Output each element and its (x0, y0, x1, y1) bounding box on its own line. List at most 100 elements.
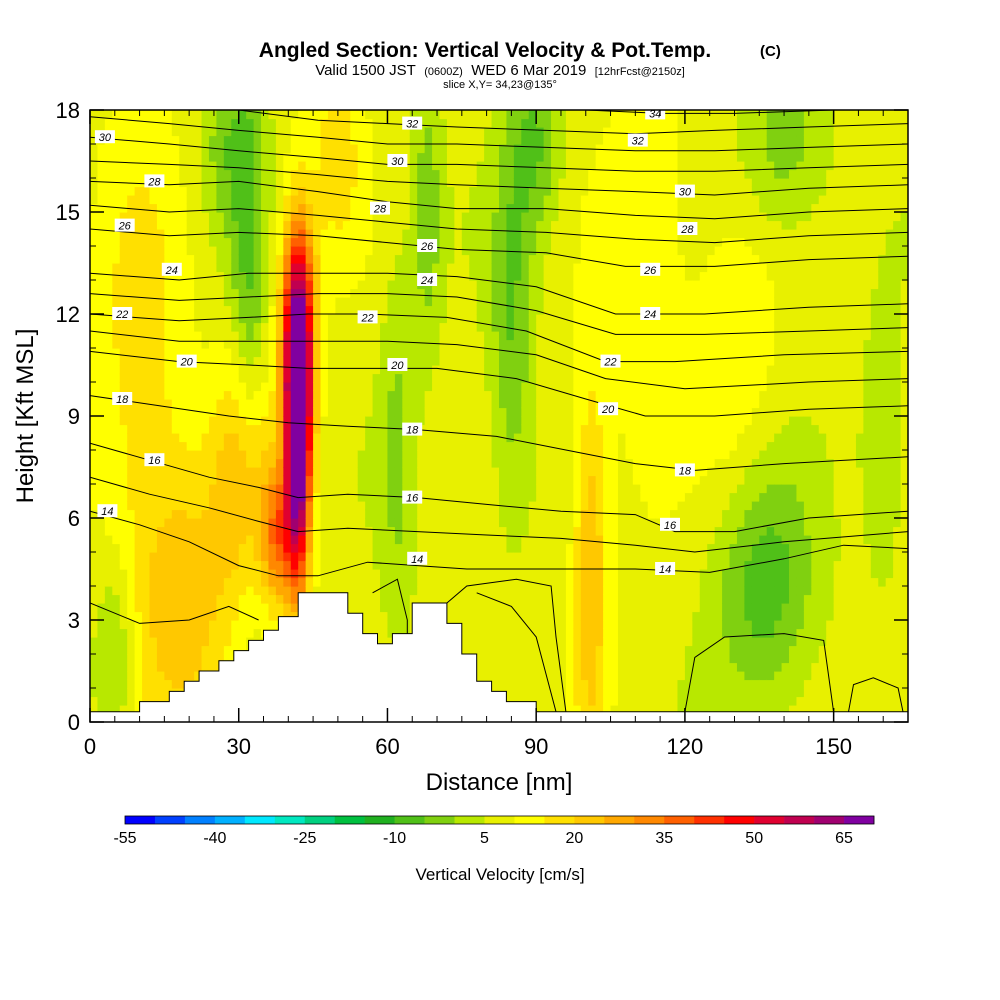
velocity-cell (104, 407, 113, 417)
velocity-cell (261, 365, 270, 375)
velocity-cell (186, 118, 195, 128)
velocity-cell (424, 552, 433, 562)
velocity-cell (327, 348, 336, 358)
velocity-cell (320, 399, 329, 409)
velocity-cell (268, 441, 277, 451)
velocity-cell (342, 203, 351, 213)
velocity-cell (424, 433, 433, 443)
velocity-cell (164, 424, 173, 434)
velocity-cell (573, 577, 582, 587)
velocity-cell (223, 628, 232, 638)
velocity-cell (134, 195, 143, 205)
velocity-cell (513, 569, 522, 579)
velocity-cell (461, 144, 470, 154)
velocity-cell (90, 331, 99, 341)
velocity-cell (595, 492, 604, 502)
velocity-cell (506, 152, 515, 162)
velocity-cell (380, 178, 389, 188)
velocity-cell (238, 280, 247, 290)
velocity-cell (298, 229, 307, 239)
velocity-cell (461, 271, 470, 281)
velocity-cell (350, 220, 359, 230)
velocity-cell (238, 305, 247, 315)
velocity-cell (298, 475, 307, 485)
velocity-cell (499, 620, 508, 630)
velocity-cell (573, 620, 582, 630)
velocity-cell (454, 348, 463, 358)
velocity-cell (536, 254, 545, 264)
velocity-cell (335, 152, 344, 162)
velocity-cell (365, 271, 374, 281)
velocity-cell (603, 620, 612, 630)
velocity-cell (484, 611, 493, 621)
velocity-cell (499, 475, 508, 485)
velocity-cell (521, 127, 530, 137)
velocity-cell (446, 407, 455, 417)
velocity-cell (149, 220, 158, 230)
velocity-cell (164, 569, 173, 579)
velocity-cell (454, 152, 463, 162)
velocity-cell (261, 186, 270, 196)
velocity-cell (551, 637, 560, 647)
velocity-cell (104, 637, 113, 647)
velocity-cell (350, 297, 359, 307)
velocity-cell (171, 433, 180, 443)
velocity-cell (558, 280, 567, 290)
velocity-cell (320, 305, 329, 315)
velocity-cell (298, 450, 307, 460)
velocity-cell (365, 288, 374, 298)
velocity-cell (476, 509, 485, 519)
velocity-cell (521, 467, 530, 477)
velocity-cell (491, 118, 500, 128)
velocity-cell (335, 475, 344, 485)
velocity-cell (246, 484, 255, 494)
velocity-cell (156, 433, 165, 443)
velocity-cell (320, 484, 329, 494)
velocity-cell (327, 305, 336, 315)
velocity-cell (246, 314, 255, 324)
velocity-cell (313, 484, 322, 494)
velocity-cell (164, 399, 173, 409)
velocity-cell (164, 229, 173, 239)
velocity-cell (283, 297, 292, 307)
velocity-cell (134, 696, 143, 706)
velocity-cell (223, 518, 232, 528)
velocity-cell (558, 696, 567, 706)
velocity-cell (97, 382, 106, 392)
velocity-cell (290, 365, 299, 375)
velocity-cell (208, 127, 218, 137)
velocity-cell (201, 509, 210, 519)
velocity-cell (536, 203, 545, 213)
velocity-cell (595, 339, 604, 349)
velocity-cell (283, 314, 292, 324)
velocity-cell (149, 254, 158, 264)
velocity-cell (543, 416, 552, 426)
velocity-cell (454, 322, 463, 332)
velocity-cell (461, 203, 470, 213)
velocity-cell (290, 552, 299, 562)
velocity-cell (223, 645, 232, 655)
velocity-cell (290, 212, 299, 222)
velocity-cell (350, 322, 359, 332)
velocity-cell (588, 390, 597, 400)
velocity-cell (275, 399, 284, 409)
velocity-cell (484, 424, 493, 434)
velocity-cell (320, 467, 329, 477)
velocity-cell (238, 314, 247, 324)
velocity-cell (156, 594, 165, 604)
velocity-cell (112, 127, 121, 137)
velocity-cell (112, 203, 121, 213)
velocity-cell (119, 450, 128, 460)
velocity-cell (201, 458, 210, 468)
velocity-cell (469, 229, 478, 239)
velocity-cell (327, 127, 336, 137)
velocity-cell (595, 645, 604, 655)
velocity-cell (186, 237, 195, 247)
velocity-cell (298, 161, 307, 171)
velocity-cell (127, 501, 136, 511)
velocity-cell (380, 501, 389, 511)
velocity-cell (268, 212, 277, 222)
velocity-cell (201, 297, 210, 307)
velocity-cell (90, 314, 99, 324)
velocity-cell (320, 433, 329, 443)
